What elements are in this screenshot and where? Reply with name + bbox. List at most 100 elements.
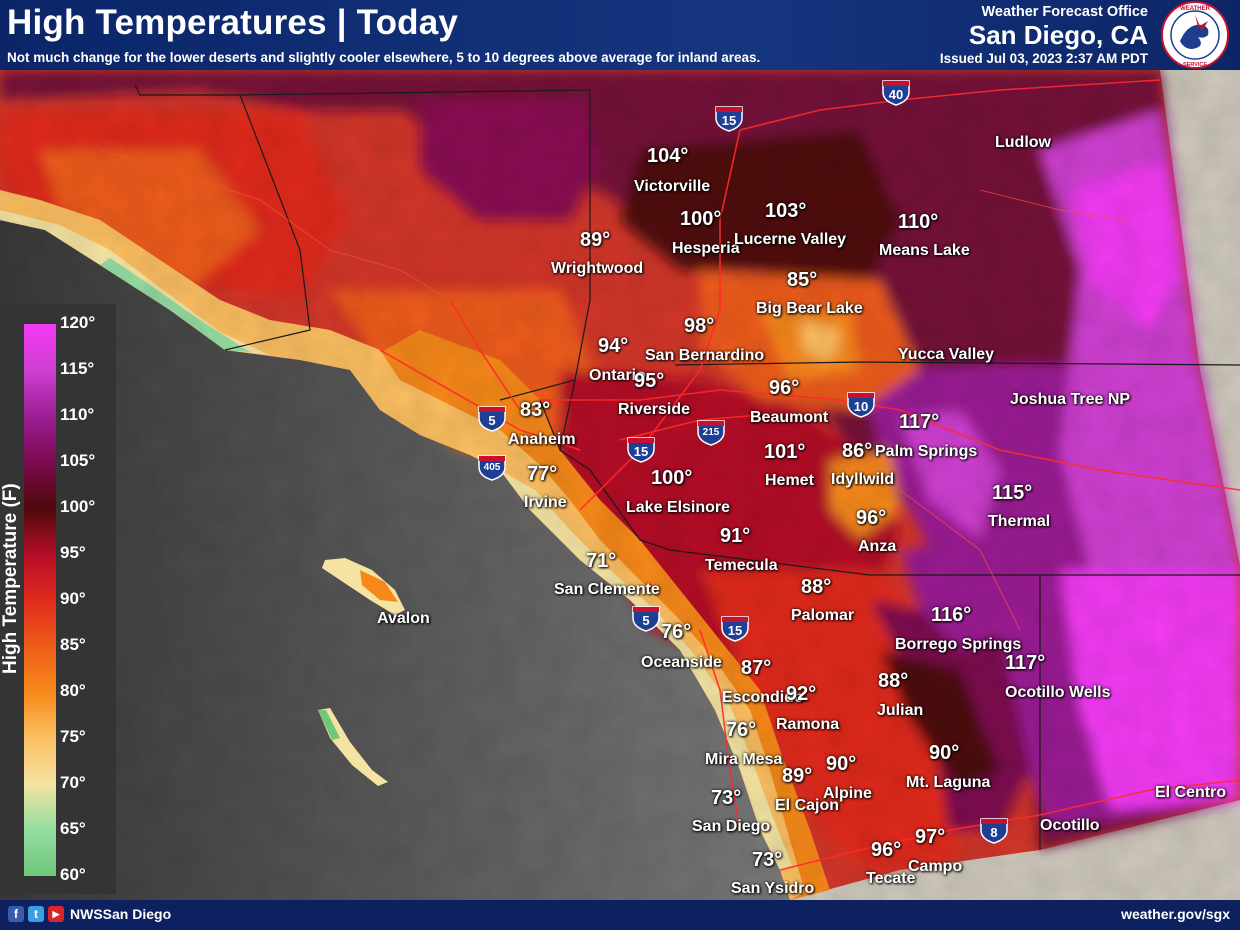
san-clemente-island-edge <box>318 710 340 740</box>
legend-tick-label: 85° <box>60 635 86 654</box>
location-name: Means Lake <box>879 242 970 259</box>
location-name: Yucca Valley <box>898 346 995 363</box>
location-name: Palomar <box>791 607 855 624</box>
location-temperature: 86° <box>842 440 873 462</box>
legend-tick-label: 120° <box>60 313 96 332</box>
social-handle[interactable]: NWSSan Diego <box>70 906 172 922</box>
location-temperature: 96° <box>856 507 887 529</box>
location-temperature: 73° <box>752 849 783 871</box>
legend-tick-label: 105° <box>60 451 96 470</box>
legend-tick-label: 100° <box>60 497 96 516</box>
location-temperature: 117° <box>899 411 940 433</box>
location-name: Lucerne Valley <box>734 231 847 248</box>
location-name: Irvine <box>524 494 567 511</box>
legend-tick-label: 70° <box>60 773 86 792</box>
location-name: Julian <box>877 702 924 719</box>
legend-swatch <box>24 416 56 462</box>
facebook-icon[interactable]: f <box>8 906 24 922</box>
legend-swatch <box>24 600 56 646</box>
interstate-shield-number: 8 <box>990 825 998 840</box>
interstate-shield-number: 15 <box>633 444 649 459</box>
legend-tick-label: 65° <box>60 819 86 838</box>
location-name: Temecula <box>705 557 778 574</box>
legend-swatch <box>24 462 56 508</box>
legend-swatch <box>24 738 56 784</box>
interstate-shield-number: 5 <box>488 413 496 428</box>
legend-color-bar <box>24 324 56 877</box>
location-temperature: 115° <box>992 482 1033 504</box>
location-temperature: 101° <box>764 441 806 463</box>
location-temperature: 89° <box>782 765 813 787</box>
office-name: San Diego, CA <box>968 20 1148 50</box>
location-name: Idyllwild <box>831 471 895 488</box>
nws-logo-icon: WEATHER SERVICE <box>1161 1 1229 69</box>
interstate-shield-icon: 15 <box>627 437 655 463</box>
location-name: Mt. Laguna <box>906 774 991 791</box>
location-name: San Ysidro <box>731 880 815 897</box>
location-temperature: 77° <box>527 463 558 485</box>
location-name: Ocotillo <box>1040 817 1100 834</box>
temperature-legend: High Temperature (F) 120° 115° 110° 105° 100… <box>0 304 116 894</box>
location-name: Big Bear Lake <box>756 300 863 317</box>
location-temperature: 94° <box>598 335 629 357</box>
twitter-icon[interactable]: t <box>28 906 44 922</box>
interstate-shield-icon: 40 <box>882 80 910 106</box>
legend-tick-label: 110° <box>60 405 95 424</box>
legend-swatch <box>24 324 56 370</box>
location-temperature: 90° <box>826 753 857 775</box>
location-name: Escondido <box>722 689 804 706</box>
interstate-shield-icon: 405 <box>478 455 506 481</box>
location-temperature: 104° <box>647 145 689 167</box>
location-name: San Diego <box>692 818 771 835</box>
catalina-island-interior <box>360 570 398 602</box>
san-clemente-island <box>318 708 388 786</box>
interstate-shield-number: 15 <box>721 113 737 128</box>
location-temperature: 76° <box>726 719 757 741</box>
interstate-shield-icon: 5 <box>478 406 506 432</box>
legend-tick-label: 115° <box>60 359 95 378</box>
location-temperature: 95° <box>634 370 665 392</box>
location-name: Tecate <box>866 870 916 887</box>
location-name: Joshua Tree NP <box>1010 391 1131 408</box>
legend-swatch <box>24 508 56 554</box>
location-name: Campo <box>908 858 963 875</box>
footer-bar: f t ▶ NWSSan Diego weather.gov/sgx <box>0 900 1240 930</box>
location-name: Borrego Springs <box>895 636 1022 653</box>
location-temperature: 89° <box>580 229 611 251</box>
issued-timestamp: Issued Jul 03, 2023 2:37 AM PDT <box>939 51 1148 66</box>
location-temperature: 98° <box>684 315 715 337</box>
header-bar: High Temperatures | Today Not much chang… <box>0 0 1240 70</box>
interstate-shield-number: 5 <box>642 613 650 628</box>
legend-tick-label: 75° <box>60 727 86 746</box>
location-temperature: 91° <box>720 525 751 547</box>
location-name: Mira Mesa <box>705 751 783 768</box>
location-name: San Clemente <box>554 581 660 598</box>
location-temperature: 110° <box>898 211 939 233</box>
location-temperature: 96° <box>871 839 902 861</box>
youtube-icon[interactable]: ▶ <box>48 906 64 922</box>
legend-swatch <box>24 692 56 738</box>
county-boundaries <box>134 84 1240 850</box>
legend-tick-label: 95° <box>60 543 86 562</box>
legend-swatch <box>24 646 56 692</box>
location-temperature: 103° <box>765 200 807 222</box>
legend-tick-label: 90° <box>60 589 86 608</box>
legend-title: High Temperature (F) <box>0 483 21 674</box>
location-temperature: 83° <box>520 399 551 421</box>
location-name: Thermal <box>988 513 1051 530</box>
location-name: Alpine <box>823 785 872 802</box>
location-name: Anza <box>858 538 897 555</box>
location-name: Victorville <box>634 178 711 195</box>
location-temperature: 90° <box>929 742 960 764</box>
interstate-shield-number: 10 <box>853 399 869 414</box>
catalina-island <box>322 558 405 615</box>
website-link[interactable]: weather.gov/sgx <box>1121 906 1230 922</box>
interstate-shield-number: 15 <box>727 623 743 638</box>
location-temperature: 100° <box>680 208 722 230</box>
legend-tick-label: 60° <box>60 865 86 884</box>
svg-text:WEATHER: WEATHER <box>1180 6 1211 12</box>
legend-swatch <box>24 830 56 876</box>
location-temperature: 76° <box>661 621 692 643</box>
location-temperature: 71° <box>586 550 617 572</box>
